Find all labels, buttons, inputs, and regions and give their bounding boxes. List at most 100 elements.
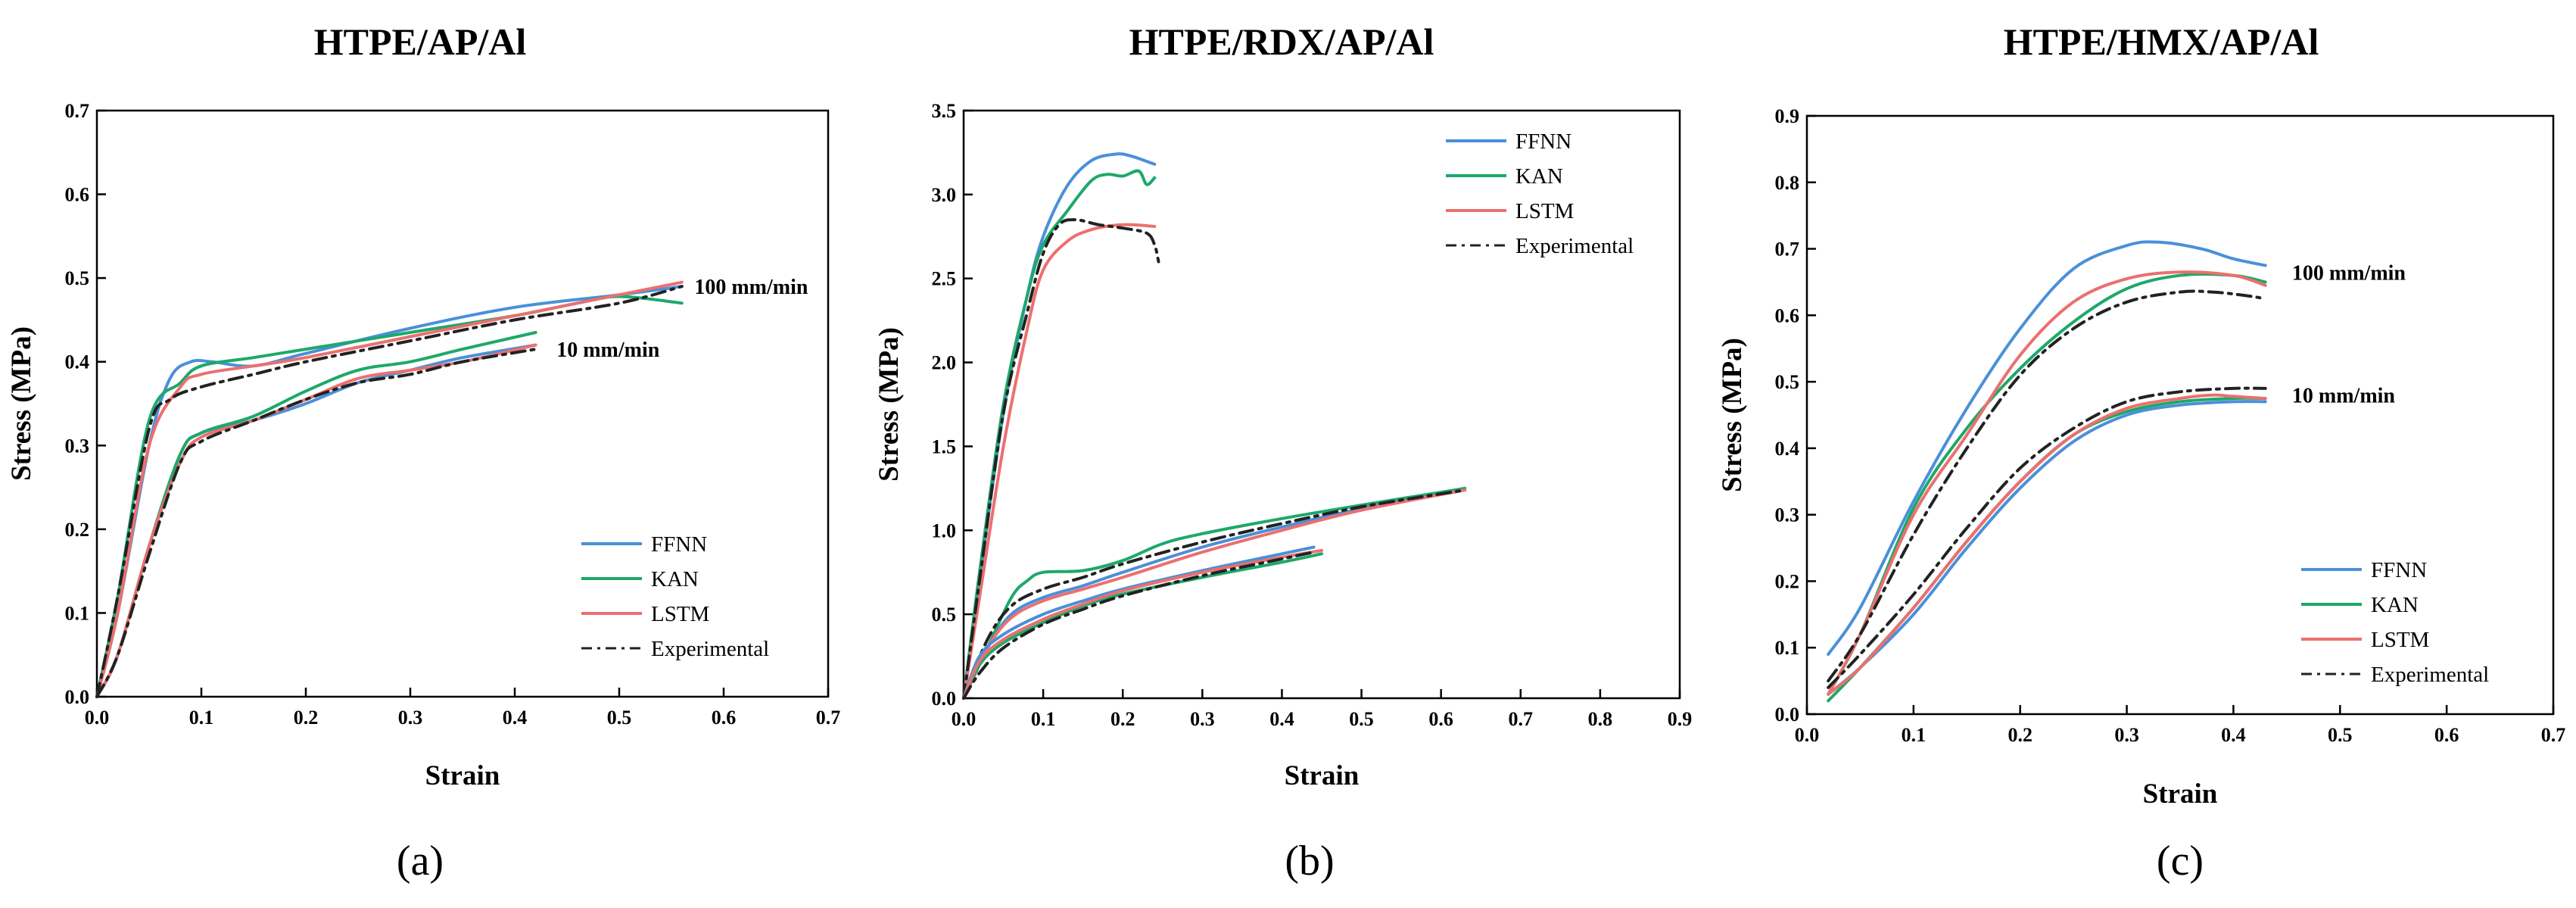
- x-tick-label: 0.5: [1349, 708, 1374, 730]
- series-kan-line: [962, 486, 1467, 700]
- panel-c: HTPE/HMX/AP/Al 0.0 0.1 0.2 0.3 0.4 0.5 0.6 0.7 0…: [1717, 20, 2565, 885]
- tick-group: 0.0 0.1 0.2 0.3 0.4 0.5 0.6 0.7 0.0 0.1 0.2 0.3 0.4 0…: [65, 100, 841, 729]
- x-tick-label: 0.6: [1428, 708, 1453, 730]
- series-lstm-line: [95, 343, 537, 698]
- plot-frame: [95, 109, 830, 698]
- y-tick-label: 0.5: [1775, 371, 1800, 393]
- x-tick-label: 0.7: [1509, 708, 1534, 730]
- panel-caption: (b): [1285, 838, 1334, 885]
- annotation-group: 100 mm/min 10 mm/min: [2292, 261, 2406, 407]
- x-tick-label: 0.5: [607, 707, 632, 729]
- legend: FFNN KAN LSTM Experimental: [1446, 129, 1634, 258]
- x-tick-label: 0.8: [1588, 708, 1613, 730]
- series-lstm-line: [1827, 270, 2267, 696]
- series-ffnn-line: [962, 545, 1316, 700]
- series-lstm-line: [1827, 393, 2267, 696]
- series-group: [95, 280, 684, 698]
- x-tick-label: 0.5: [2328, 724, 2353, 746]
- y-tick-label: 0.7: [1775, 239, 1800, 261]
- x-axis-title: Strain: [1285, 760, 1360, 791]
- legend-label: KAN: [1515, 164, 1563, 189]
- x-tick-label: 0.1: [1031, 708, 1056, 730]
- y-tick-label: 0.5: [932, 604, 957, 626]
- legend-label: KAN: [651, 567, 699, 591]
- series-ffnn-line: [1827, 240, 2267, 656]
- x-tick-label: 0.2: [1110, 708, 1135, 730]
- legend-label: FFNN: [651, 532, 707, 557]
- series-group: [962, 152, 1467, 700]
- y-tick-label: 0.2: [65, 519, 90, 541]
- legend-label: Experimental: [651, 637, 769, 661]
- y-tick-label: 1.5: [932, 435, 957, 457]
- y-tick-label: 2.0: [932, 352, 957, 374]
- y-axis-title: Stress (MPa): [874, 327, 905, 482]
- series-lstm-line: [962, 223, 1157, 700]
- y-tick-label: 0.1: [1775, 637, 1800, 659]
- legend-label: KAN: [2371, 593, 2419, 617]
- y-tick-label: 1.0: [932, 520, 957, 541]
- series-lstm-line: [962, 488, 1467, 700]
- rate-annotation: 10 mm/min: [2292, 385, 2396, 408]
- chart-title: HTPE/AP/Al: [314, 20, 527, 63]
- x-tick-label: 0.7: [2541, 724, 2566, 746]
- series-kan-line: [962, 552, 1323, 700]
- y-tick-label: 3.0: [932, 184, 957, 206]
- y-tick-label: 0.9: [1775, 105, 1800, 127]
- x-tick-label: 0.3: [398, 707, 423, 729]
- series-lstm-line: [95, 280, 684, 698]
- x-tick-label: 0.3: [2114, 724, 2139, 746]
- series-experimental-line: [1827, 289, 2267, 683]
- x-tick-label: 0.1: [1902, 724, 1927, 746]
- x-tick-label: 0.0: [85, 707, 110, 729]
- x-tick-label: 0.7: [816, 707, 841, 729]
- legend-label: Experimental: [1515, 234, 1634, 258]
- x-tick-label: 0.4: [1269, 708, 1294, 730]
- chart-title: HTPE/RDX/AP/Al: [1129, 20, 1434, 63]
- legend: FFNN KAN LSTM Experimental: [2301, 558, 2489, 687]
- y-axis-title: Stress (MPa): [6, 326, 37, 481]
- y-tick-label: 0.8: [1775, 172, 1800, 194]
- y-tick-label: 0.2: [1775, 570, 1800, 592]
- panel-caption: (a): [397, 838, 444, 885]
- y-tick-label: 0.6: [65, 184, 90, 206]
- y-tick-label: 0.0: [932, 688, 957, 710]
- panel-caption: (c): [2157, 838, 2204, 885]
- tick-group: 0.0 0.1 0.2 0.3 0.4 0.5 0.6 0.7 0.8 0.9 0.0 0.5 1.0 1…: [932, 100, 1693, 730]
- x-tick-label: 0.0: [1795, 724, 1820, 746]
- y-tick-label: 0.6: [1775, 304, 1800, 326]
- x-tick-label: 0.4: [503, 707, 528, 729]
- y-tick-label: 0.5: [65, 267, 90, 289]
- plot-frame: [962, 109, 1681, 700]
- x-tick-label: 0.3: [1190, 708, 1215, 730]
- x-tick-label: 0.0: [952, 708, 977, 730]
- series-experimental-line: [962, 218, 1160, 700]
- series-experimental-line: [962, 551, 1316, 700]
- x-tick-label: 0.9: [1668, 708, 1693, 730]
- x-tick-label: 0.6: [2434, 724, 2459, 746]
- chart-title: HTPE/HMX/AP/Al: [2004, 20, 2319, 63]
- annotation-group: 100 mm/min 10 mm/min: [556, 276, 808, 362]
- x-tick-label: 0.2: [2008, 724, 2032, 746]
- series-ffnn-line: [962, 486, 1467, 700]
- x-axis-title: Strain: [425, 760, 500, 791]
- y-tick-label: 0.3: [65, 435, 90, 457]
- plot-frame: [1805, 114, 2555, 716]
- x-tick-label: 0.2: [294, 707, 319, 729]
- series-experimental-line: [95, 285, 684, 698]
- legend-label: LSTM: [1515, 199, 1574, 223]
- legend-label: LSTM: [2371, 628, 2429, 652]
- legend-label: FFNN: [1515, 129, 1571, 154]
- tick-group: 0.0 0.1 0.2 0.3 0.4 0.5 0.6 0.7 0.0 0.1 0.2 0.3 0.4 0…: [1775, 105, 2566, 746]
- x-tick-label: 0.6: [712, 707, 737, 729]
- series-experimental-line: [1827, 386, 2267, 689]
- legend-label: FFNN: [2371, 558, 2427, 582]
- panel-a: HTPE/AP/Al 0.0 0.1 0.2 0.3 0.4 0.5 0.6 0.70.00.…: [6, 20, 840, 885]
- panel-b: HTPE/RDX/AP/Al 0.0 0.1 0.2 0.3 0.4 0.5 0.6 0.7 0…: [874, 20, 1692, 885]
- legend-label: Experimental: [2371, 663, 2489, 687]
- rate-annotation: 100 mm/min: [694, 276, 808, 299]
- y-tick-label: 0.0: [1775, 704, 1800, 725]
- y-tick-label: 0.1: [65, 602, 90, 624]
- x-tick-label: 0.4: [2221, 724, 2246, 746]
- series-group: [1827, 240, 2267, 703]
- y-tick-label: 0.4: [65, 351, 90, 373]
